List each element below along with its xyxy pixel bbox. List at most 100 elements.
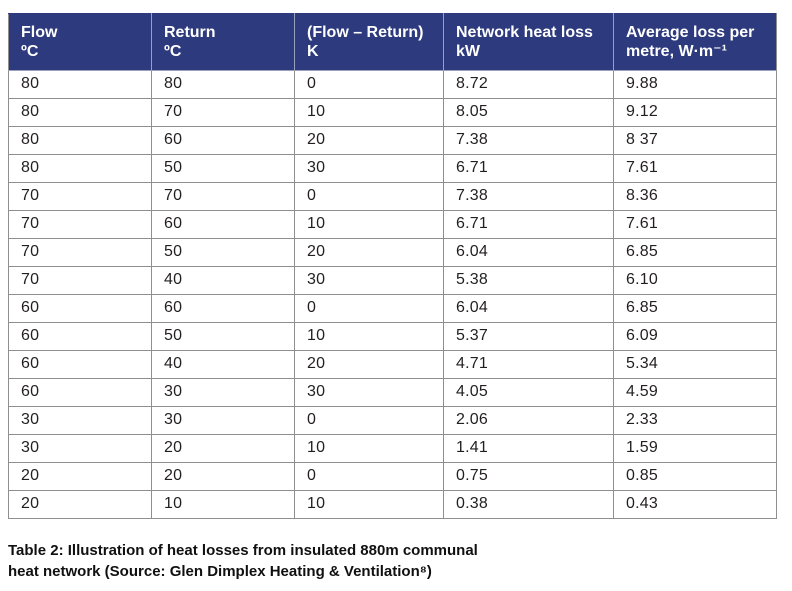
table-cell: 4.05 <box>443 378 614 407</box>
table-body: 80 80 0 8.72 9.88 80 70 10 8.05 9.12 80 60 20 7.38 8 3… <box>8 70 777 519</box>
table-cell: 9.12 <box>613 98 777 127</box>
table-cell: 7.61 <box>613 154 777 183</box>
table-row: 70 40 30 5.38 6.10 <box>8 266 777 295</box>
table-row: 70 50 20 6.04 6.85 <box>8 238 777 267</box>
table-cell: 30 <box>8 406 152 435</box>
table-cell: 0.75 <box>443 462 614 491</box>
table-cell: 0 <box>294 294 444 323</box>
table-cell: 20 <box>151 434 295 463</box>
table-cell: 8.36 <box>613 182 777 211</box>
table-cell: 30 <box>294 378 444 407</box>
table-cell: 20 <box>294 238 444 267</box>
table-cell: 30 <box>294 266 444 295</box>
table-cell: 5.37 <box>443 322 614 351</box>
table-cell: 6.04 <box>443 294 614 323</box>
table-cell: 20 <box>151 462 295 491</box>
table-cell: 30 <box>151 378 295 407</box>
table-cell: 80 <box>8 126 152 155</box>
table-cell: 40 <box>151 266 295 295</box>
table-cell: 2.06 <box>443 406 614 435</box>
table-row: 20 10 10 0.38 0.43 <box>8 490 777 519</box>
table-cell: 10 <box>151 490 295 519</box>
column-header: Network heat loss kW <box>443 13 614 71</box>
table-cell: 60 <box>151 126 295 155</box>
table-cell: 0.43 <box>613 490 777 519</box>
table-row: 70 60 10 6.71 7.61 <box>8 210 777 239</box>
table-cell: 30 <box>294 154 444 183</box>
column-header-line2: kW <box>456 43 480 60</box>
table-cell: 70 <box>151 182 295 211</box>
table-row: 80 50 30 6.71 7.61 <box>8 154 777 183</box>
table-row: 80 70 10 8.05 9.12 <box>8 98 777 127</box>
column-header-line2: ºC <box>164 43 182 60</box>
table-cell: 70 <box>8 238 152 267</box>
column-header: Return ºC <box>151 13 295 71</box>
table-cell: 0 <box>294 406 444 435</box>
table-cell: 10 <box>294 434 444 463</box>
table-row: 20 20 0 0.75 0.85 <box>8 462 777 491</box>
table-cell: 2.33 <box>613 406 777 435</box>
table-row: 30 30 0 2.06 2.33 <box>8 406 777 435</box>
column-header-line1: (Flow – Return) <box>307 24 424 41</box>
table-cell: 4.71 <box>443 350 614 379</box>
table-cell: 30 <box>8 434 152 463</box>
table-cell: 50 <box>151 322 295 351</box>
column-header-line1: Return <box>164 24 216 41</box>
table-row: 80 60 20 7.38 8 37 <box>8 126 777 155</box>
table-cell: 6.04 <box>443 238 614 267</box>
table-cell: 6.85 <box>613 238 777 267</box>
table-cell: 20 <box>8 462 152 491</box>
table-cell: 8 37 <box>613 126 777 155</box>
table-cell: 4.59 <box>613 378 777 407</box>
table-cell: 60 <box>8 322 152 351</box>
column-header-line2: K <box>307 43 319 60</box>
table-cell: 80 <box>8 154 152 183</box>
table-cell: 30 <box>151 406 295 435</box>
table-cell: 6.10 <box>613 266 777 295</box>
table-cell: 0 <box>294 462 444 491</box>
table-header: Flow ºC Return ºC (Flow – Return) K Network he… <box>8 13 777 71</box>
table-cell: 60 <box>151 210 295 239</box>
table-cell: 70 <box>8 182 152 211</box>
table-row: 60 60 0 6.04 6.85 <box>8 294 777 323</box>
table-cell: 7.38 <box>443 182 614 211</box>
table-cell: 10 <box>294 98 444 127</box>
column-header-line1: Network heat loss <box>456 24 593 41</box>
table-cell: 10 <box>294 210 444 239</box>
heat-loss-table: Flow ºC Return ºC (Flow – Return) K Network he… <box>8 13 777 519</box>
table-row: 60 40 20 4.71 5.34 <box>8 350 777 379</box>
column-header: Flow ºC <box>8 13 152 71</box>
table-row: 60 50 10 5.37 6.09 <box>8 322 777 351</box>
table-cell: 10 <box>294 490 444 519</box>
column-header-line1: Flow <box>21 24 58 41</box>
table-cell: 60 <box>8 378 152 407</box>
column-header: (Flow – Return) K <box>294 13 444 71</box>
column-header-line2: metre, W·m⁻¹ <box>626 43 727 60</box>
table-cell: 1.41 <box>443 434 614 463</box>
table-cell: 70 <box>8 266 152 295</box>
table-row: 60 30 30 4.05 4.59 <box>8 378 777 407</box>
table-cell: 6.71 <box>443 154 614 183</box>
table-cell: 50 <box>151 238 295 267</box>
table-cell: 50 <box>151 154 295 183</box>
table-cell: 7.38 <box>443 126 614 155</box>
table-cell: 0.38 <box>443 490 614 519</box>
table-cell: 40 <box>151 350 295 379</box>
table-cell: 0.85 <box>613 462 777 491</box>
table-cell: 8.05 <box>443 98 614 127</box>
table-cell: 80 <box>8 98 152 127</box>
table-cell: 6.09 <box>613 322 777 351</box>
table-cell: 20 <box>294 350 444 379</box>
table-cell: 6.85 <box>613 294 777 323</box>
table-cell: 9.88 <box>613 70 777 99</box>
table-cell: 80 <box>8 70 152 99</box>
table-caption: Table 2: Illustration of heat losses fro… <box>8 542 478 580</box>
table-cell: 5.34 <box>613 350 777 379</box>
table-cell: 6.71 <box>443 210 614 239</box>
table-cell: 70 <box>151 98 295 127</box>
table-cell: 5.38 <box>443 266 614 295</box>
column-header-line1: Average loss per <box>626 24 755 41</box>
table-cell: 60 <box>8 294 152 323</box>
table-row: 30 20 10 1.41 1.59 <box>8 434 777 463</box>
